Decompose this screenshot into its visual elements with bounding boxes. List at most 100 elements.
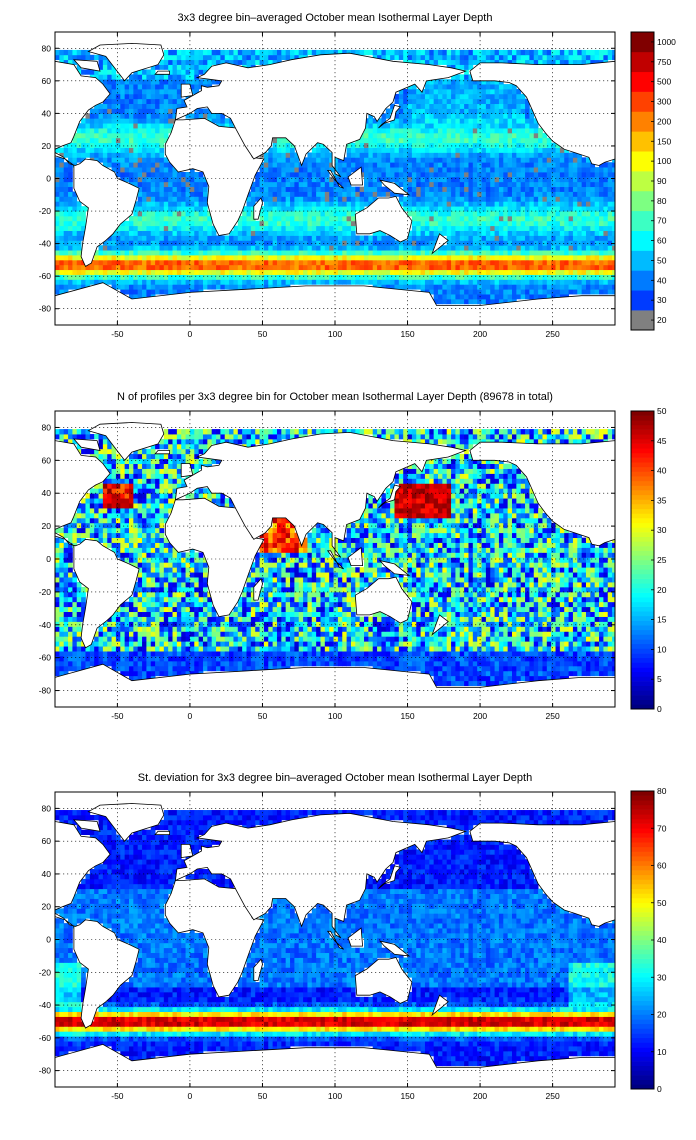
bin-cell [603,250,609,256]
bin-cell [481,675,487,682]
bin-cell [481,279,487,285]
bin-cell [250,211,256,217]
bin-cell [259,176,265,183]
bin-cell [189,279,195,285]
bin-cell [459,108,465,114]
colorbar-segment [631,71,654,92]
bin-cell [407,167,413,173]
bin-cell [94,255,99,261]
bin-cell [303,186,308,192]
bin-cell [259,269,265,275]
bin-cell [263,162,269,168]
bin-cell [120,167,126,173]
bin-cell [372,142,378,148]
bin-cell [172,167,178,173]
colorbar-tick-label: 30 [657,295,667,305]
bin-cell [137,201,143,207]
bin-cell [185,206,191,212]
bin-cell [490,132,495,139]
bin-cell [211,255,217,261]
bin-cell [359,147,365,153]
bin-cell [320,250,326,256]
bin-cell [468,113,474,119]
bin-cell [507,274,513,280]
bin-cell [398,167,404,173]
bin-cell [255,196,260,202]
bin-cell [337,279,343,285]
bin-cell [446,250,452,256]
bin-cell [263,201,269,207]
bin-cell [516,113,522,119]
bin-cell [468,88,474,95]
bin-cell [128,250,134,256]
bin-cell [311,259,317,266]
bin-cell [516,670,522,677]
bin-cell [172,93,178,100]
bin-cell [133,245,139,251]
bin-cell [525,675,530,682]
bin-cell [137,74,143,80]
bin-cell [564,225,569,231]
bin-cell [525,240,530,246]
bin-cell [59,206,65,212]
bin-cell [233,49,239,56]
bin-cell [516,206,522,212]
bin-cell [407,245,413,251]
bin-cell [285,259,291,266]
bin-cell [307,240,313,246]
bin-cell [224,245,230,251]
bin-cell [416,59,421,65]
bin-cell [459,220,465,227]
bin-cell [485,84,491,90]
bin-cell [529,259,535,266]
bin-cell [372,132,378,139]
bin-cell [590,660,596,667]
bin-cell [146,103,152,109]
bin-cell [572,191,578,197]
bin-cell [542,264,548,271]
bin-cell [350,167,356,173]
bin-cell [555,215,561,222]
bin-cell [451,250,456,256]
gridlines [55,32,615,325]
bin-cell [464,259,469,266]
bin-cell [115,167,121,173]
bin-cell [124,220,130,227]
bin-cell [259,259,265,266]
bin-cell [459,294,465,300]
bin-cell [246,665,252,672]
bin-cell [85,113,91,119]
bin-cell [572,49,578,56]
bin-cell [481,132,487,139]
bin-cell [381,162,387,168]
bin-cell [503,274,509,280]
bin-cell [581,245,587,251]
bin-cell [133,665,139,672]
bin-cell [503,201,509,207]
bin-cell [128,670,134,677]
bin-cell [485,152,491,158]
bin-cell [72,284,78,290]
bin-cell [68,157,73,163]
bin-cell [525,294,530,300]
bin-cell [394,152,400,158]
bin-cell [555,186,561,192]
bin-cell [420,137,426,144]
bin-cell [520,128,526,134]
bin-cell [590,211,596,217]
bin-cell [272,660,278,667]
bin-cell [303,250,308,256]
bin-cell [290,54,295,61]
bin-cell [290,167,295,173]
bin-cell [490,255,495,261]
bin-cell [551,49,556,56]
bin-cell [159,103,165,109]
bin-cell [520,137,526,144]
bin-cell [324,206,330,212]
bin-cell [577,230,583,236]
bin-cell [102,79,108,85]
bin-cell [194,240,200,246]
bin-cell [525,279,530,285]
bin-cell [172,84,178,90]
bin-cell [333,279,339,285]
